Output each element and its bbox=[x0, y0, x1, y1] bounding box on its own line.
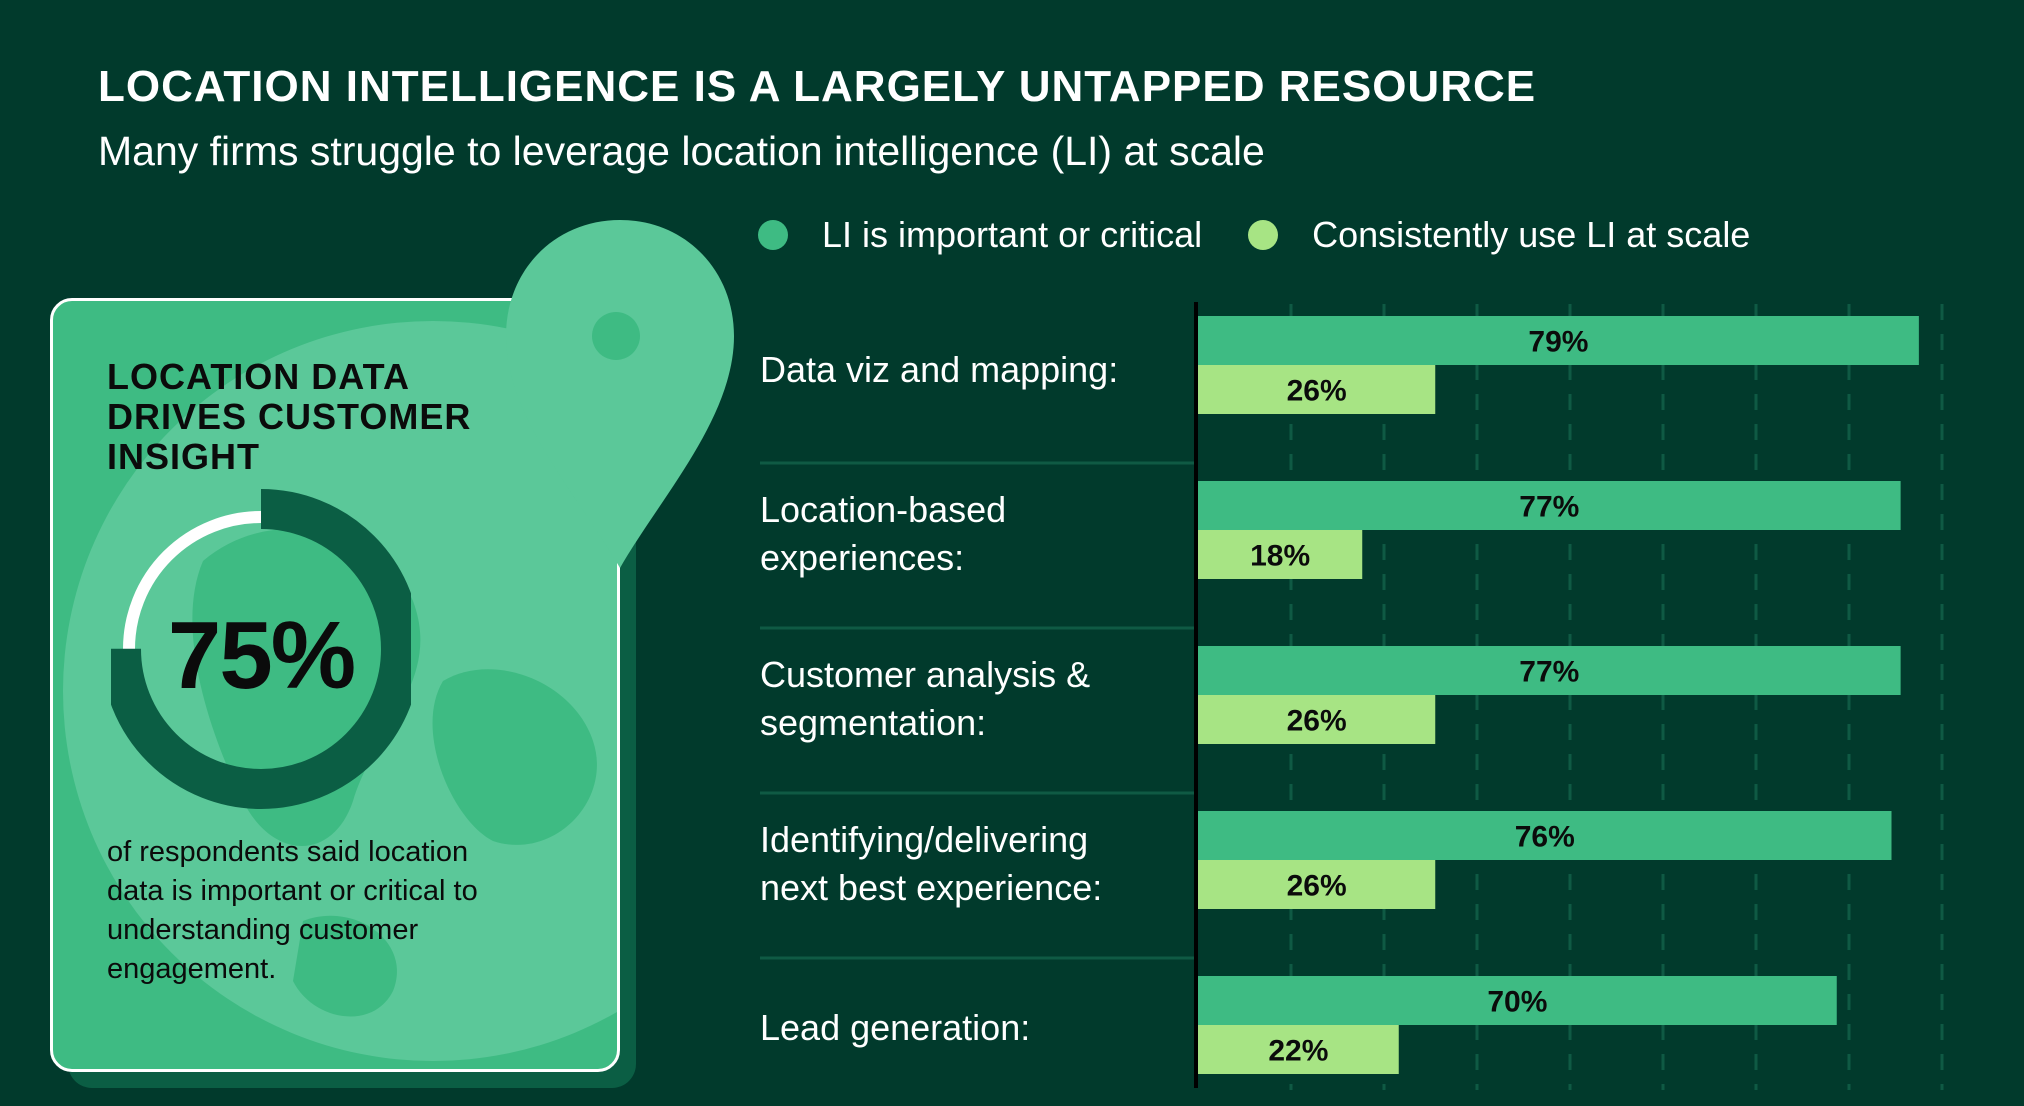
data-label: 18% bbox=[1250, 540, 1310, 573]
bar-consistent bbox=[1198, 365, 1436, 414]
bar-important bbox=[1198, 976, 1837, 1025]
card-description: of respondents said location data is imp… bbox=[107, 836, 478, 985]
category-label: Customer analysis & segmentation: bbox=[760, 654, 1091, 743]
data-label: 76% bbox=[1515, 821, 1575, 854]
bar-consistent bbox=[1198, 695, 1436, 744]
data-label: 77% bbox=[1519, 491, 1579, 524]
bar-important bbox=[1198, 316, 1919, 365]
globe-illustration bbox=[63, 321, 617, 1061]
legend-label-important: LI is important or critical bbox=[822, 214, 1203, 255]
category-label: Lead generation: bbox=[760, 1007, 1031, 1048]
legend-item-consistent: Consistently use LI at scale bbox=[1248, 214, 1750, 256]
data-label: 26% bbox=[1287, 705, 1347, 738]
category-label: Identifying/delivering next best experie… bbox=[760, 819, 1103, 908]
category-label: Location-based experiences: bbox=[760, 489, 1007, 578]
bar-important bbox=[1198, 481, 1901, 530]
location-pin-icon bbox=[506, 220, 734, 568]
data-label: 22% bbox=[1268, 1035, 1328, 1068]
card-title: LOCATION DATA DRIVES CUSTOMER INSIGHT bbox=[107, 356, 472, 477]
bar-consistent bbox=[1198, 1025, 1399, 1074]
bar-consistent bbox=[1198, 530, 1363, 579]
insight-card: LOCATION DATA DRIVES CUSTOMER INSIGHT 75… bbox=[50, 298, 620, 1072]
bar-consistent bbox=[1198, 860, 1436, 909]
category-label: Data viz and mapping: bbox=[760, 349, 1119, 390]
chart-legend: LI is important or critical Consistently… bbox=[758, 214, 1750, 256]
data-label: 26% bbox=[1287, 375, 1347, 408]
donut-value-label: 75% bbox=[167, 602, 356, 709]
legend-dot-important bbox=[758, 220, 788, 250]
donut-chart bbox=[111, 489, 411, 809]
data-label: 70% bbox=[1487, 986, 1547, 1019]
legend-item-important: LI is important or critical bbox=[758, 214, 1202, 256]
page-title: LOCATION INTELLIGENCE IS A LARGELY UNTAP… bbox=[98, 62, 1537, 111]
data-label: 77% bbox=[1519, 656, 1579, 689]
donut-value-arc bbox=[111, 489, 411, 809]
bar-important bbox=[1198, 811, 1892, 860]
legend-label-consistent: Consistently use LI at scale bbox=[1312, 214, 1751, 255]
legend-dot-consistent bbox=[1248, 220, 1279, 250]
data-label: 79% bbox=[1528, 326, 1588, 359]
data-label: 26% bbox=[1287, 870, 1347, 903]
bar-important bbox=[1198, 646, 1901, 695]
page-subtitle: Many firms struggle to leverage location… bbox=[98, 128, 1265, 174]
